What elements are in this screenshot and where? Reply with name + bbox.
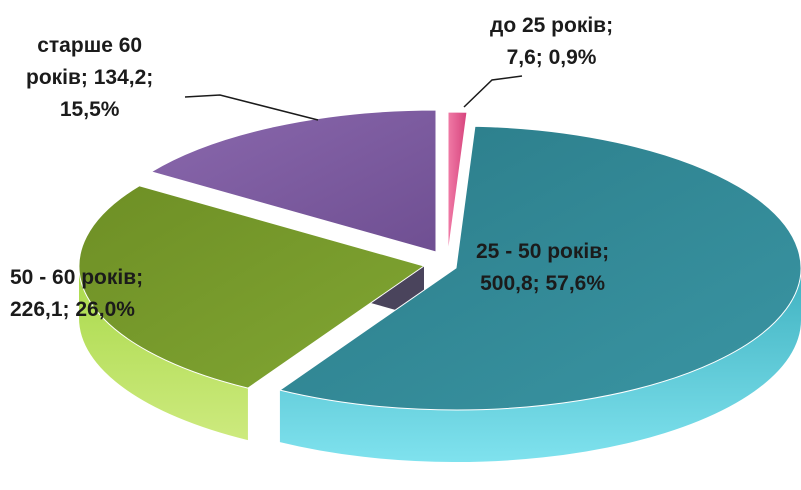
label-line: 7,6; 0,9% [506,46,597,69]
label-line: 226,1; 26,0% [10,298,135,321]
pie-slice-0 [447,111,468,255]
label-line: 50 - 60 років; [10,266,144,289]
label-25-50: 25 - 50 років; 500,8; 57,6% [476,236,609,300]
pie-slice-3 [150,109,437,253]
label-older-than-60: старше 60 років; 134,2; 15,5% [26,30,153,126]
label-line: 15,5% [59,98,120,121]
label-50-60: 50 - 60 років; 226,1; 26,0% [10,262,143,326]
label-line: старше 60 [37,34,143,57]
label-under-25: до 25 років; 7,6; 0,9% [490,10,613,74]
pie-slice-1 [278,125,801,462]
label-line: 500,8; 57,6% [480,272,606,295]
label-line: до 25 років; [490,14,614,37]
leader-line-under-25 [463,75,523,108]
pie-slice-2 [78,185,426,441]
label-line: років; 134,2; [26,66,154,89]
label-line: 25 - 50 років; [476,240,610,263]
leader-line-older-than-60 [184,94,319,121]
